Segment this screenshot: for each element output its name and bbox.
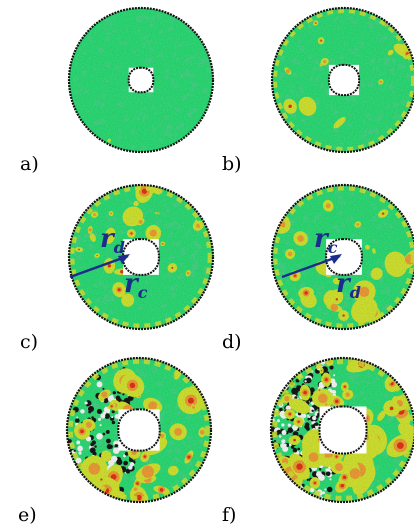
radius-arrow-head-d (330, 254, 342, 264)
radius-label-upper-c: rd (100, 224, 125, 257)
specimen-disk-c (67, 183, 215, 331)
radius-arrow-line-c (69, 254, 129, 279)
specimen-disk-d (270, 183, 414, 331)
radius-label-lower-c: rc (124, 269, 148, 302)
panel-d: rc rd d) (222, 183, 414, 353)
radius-annotation-d: rc rd (281, 224, 361, 302)
panel-label-a: a) (20, 153, 39, 175)
specimen-disk-b (270, 6, 414, 154)
radius-arrow-head-c (118, 254, 130, 264)
radius-label-upper-d: rc (314, 224, 338, 257)
specimen-disk-a (67, 6, 215, 154)
panel-label-f: f) (222, 504, 236, 525)
panel-b: b) (222, 6, 414, 175)
panel-label-d: d) (222, 331, 242, 353)
panel-label-e: e) (18, 504, 37, 525)
panel-f: f) (222, 356, 414, 525)
specimen-disk-e (65, 356, 213, 504)
panel-e: e) (18, 356, 213, 525)
panel-a: a) (20, 6, 215, 175)
specimen-disk-f (269, 356, 414, 504)
panel-label-b: b) (222, 153, 242, 175)
panel-label-c: c) (20, 331, 38, 353)
radius-label-lower-d: rd (336, 269, 361, 302)
radius-annotation-c: rd rc (69, 224, 148, 302)
radius-arrow-line-d (281, 254, 341, 279)
panel-c: rd rc c) (20, 183, 215, 353)
